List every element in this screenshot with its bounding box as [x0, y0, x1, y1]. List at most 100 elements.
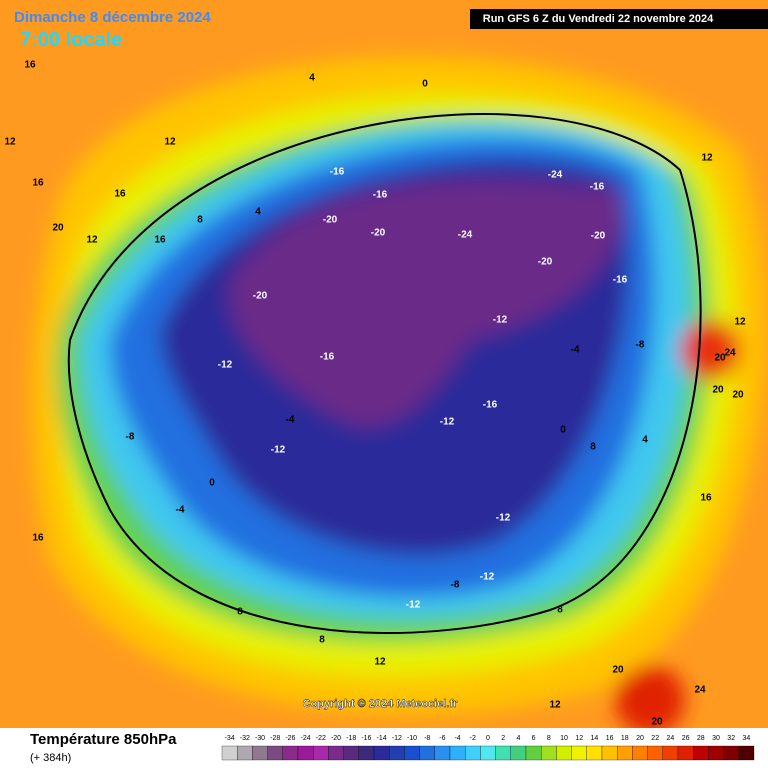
legend-swatch — [556, 745, 572, 761]
legend-swatch — [495, 745, 511, 761]
contour-label: 12 — [374, 657, 386, 668]
contour-label: -12 — [496, 513, 511, 524]
legend-label: -28 — [270, 735, 280, 742]
contour-label: 20 — [732, 390, 744, 401]
legend-swatch — [647, 745, 663, 761]
contour-label: 8 — [237, 607, 243, 618]
legend-label: 26 — [682, 735, 690, 742]
contour-label: -12 — [493, 315, 508, 326]
legend-label: 28 — [697, 735, 705, 742]
legend-label: -18 — [346, 735, 356, 742]
footer-lead: (+ 384h) — [30, 752, 71, 764]
legend-label: 34 — [743, 735, 751, 742]
legend-swatch — [404, 745, 420, 761]
contour-label: 12 — [164, 137, 176, 148]
legend-label: -24 — [301, 735, 311, 742]
copyright: Copyright © 2024 Meteociel.fr — [303, 698, 459, 710]
legend-swatch — [389, 745, 405, 761]
contour-label: 20 — [712, 385, 724, 396]
contour-label: 4 — [642, 435, 648, 446]
legend-label: -34 — [225, 735, 235, 742]
legend-swatch — [510, 745, 527, 761]
legend-label: 12 — [575, 735, 583, 742]
contour-label: 16 — [114, 189, 126, 200]
contour-label: 12 — [734, 317, 746, 328]
legend-swatch — [267, 745, 283, 761]
legend-swatch — [541, 745, 557, 761]
contour-label: 8 — [557, 605, 563, 616]
legend-label: 10 — [560, 735, 568, 742]
contour-label: 12 — [701, 153, 713, 164]
contour-label: 20 — [52, 223, 64, 234]
contour-label: 16 — [700, 493, 712, 504]
legend-label: -16 — [361, 735, 371, 742]
contour-label: 12 — [549, 700, 561, 711]
legend-label: -4 — [454, 735, 460, 742]
contour-label: -12 — [480, 572, 495, 583]
contour-label: 24 — [724, 348, 736, 359]
contour-label: 16 — [32, 178, 44, 189]
contour-label: -20 — [591, 231, 606, 242]
time-text: 7:00 locale — [20, 29, 122, 51]
legend-label: -6 — [439, 735, 445, 742]
legend-swatch — [586, 745, 603, 761]
footer-title: Température 850hPa — [30, 731, 177, 748]
contour-label: -12 — [406, 600, 421, 611]
legend-label: 8 — [547, 735, 551, 742]
legend-label: 24 — [667, 735, 675, 742]
run-text: Run GFS 6 Z du Vendredi 22 novembre 2024 — [483, 13, 714, 25]
legend-label: -26 — [285, 735, 295, 742]
legend-label: -8 — [424, 735, 430, 742]
contour-label: -4 — [286, 415, 295, 426]
run-box — [470, 9, 768, 29]
legend-label: 0 — [486, 735, 490, 742]
legend-label: 20 — [636, 735, 644, 742]
legend-swatch — [282, 745, 299, 761]
contour-label: -16 — [330, 167, 345, 178]
contour-label: -4 — [176, 505, 185, 516]
legend-swatch — [480, 745, 496, 761]
contour-label: 8 — [590, 442, 596, 453]
contour-label: 24 — [694, 685, 706, 696]
contour-label: -20 — [323, 215, 338, 226]
contour-label: -16 — [613, 275, 628, 286]
legend-swatch — [419, 745, 435, 761]
contour-label: -20 — [371, 228, 386, 239]
legend-swatch — [677, 745, 694, 761]
contour-label: 20 — [714, 353, 726, 364]
contour-label: -12 — [271, 445, 286, 456]
contour-label: 20 — [651, 717, 663, 728]
contour-label: -8 — [126, 432, 135, 443]
date-text: Dimanche 8 décembre 2024 — [14, 9, 211, 26]
contour-label: 4 — [309, 73, 315, 84]
contour-label: -20 — [538, 257, 553, 268]
legend-label: -10 — [407, 735, 417, 742]
contour-label: -16 — [483, 400, 498, 411]
legend-swatch — [434, 745, 451, 761]
contour-label: -8 — [451, 580, 460, 591]
legend-swatch — [237, 745, 253, 761]
legend-swatch — [632, 745, 648, 761]
legend-label: -22 — [316, 735, 326, 742]
legend-swatch — [525, 745, 542, 761]
legend-label: 4 — [516, 735, 520, 742]
legend-label: 16 — [606, 735, 614, 742]
contour-label: 16 — [24, 60, 36, 71]
contour-label: 4 — [255, 207, 261, 218]
legend: -34 -32 -30 -28 -26 -24 -22 -20 -18 -16 -14 -12 -10-… — [221, 735, 755, 761]
legend-swatch — [571, 745, 587, 761]
contour-label: -16 — [590, 182, 605, 193]
contour-label: -12 — [218, 360, 233, 371]
contour-label: 20 — [612, 665, 624, 676]
contour-label: -16 — [320, 352, 335, 363]
contour-label: -12 — [440, 417, 455, 428]
legend-label: -2 — [470, 735, 476, 742]
contour-label: -8 — [636, 340, 645, 351]
legend-label: 30 — [712, 735, 720, 742]
legend-swatch — [465, 745, 481, 761]
legend-label: -14 — [377, 735, 387, 742]
contour-label: 12 — [4, 137, 16, 148]
legend-label: 6 — [532, 735, 536, 742]
contour-label: -24 — [548, 170, 563, 181]
legend-swatch — [708, 745, 724, 761]
